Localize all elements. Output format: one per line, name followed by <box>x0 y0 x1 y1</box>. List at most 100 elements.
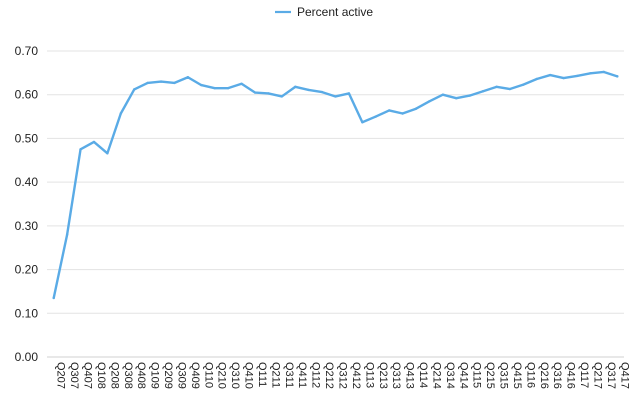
data-point <box>294 85 297 89</box>
data-point <box>65 233 69 236</box>
x-tick-label: Q310 <box>229 362 241 389</box>
data-point <box>92 140 96 144</box>
x-tick-label: Q308 <box>122 362 134 389</box>
x-tick-label: Q408 <box>135 362 147 389</box>
x-tick-label: Q112 <box>310 362 322 388</box>
data-point <box>347 92 351 95</box>
y-tick-label: 0.10 <box>15 306 39 320</box>
data-point <box>548 73 552 77</box>
x-tick-label: Q117 <box>578 362 590 388</box>
data-point <box>52 296 55 300</box>
y-axis-ticks: 0.00 0.10 0.20 0.30 0.40 0.50 0.60 0.70 <box>15 44 39 364</box>
x-tick-label: Q116 <box>524 362 536 388</box>
data-point <box>240 82 243 85</box>
x-tick-label: Q114 <box>417 362 429 388</box>
y-tick-label: 0.40 <box>15 175 39 189</box>
x-tick-label: Q417 <box>618 362 630 389</box>
data-point <box>374 115 377 118</box>
data-point <box>159 80 163 83</box>
data-point <box>387 109 391 112</box>
data-point <box>213 86 216 90</box>
data-point <box>535 77 538 81</box>
data-point <box>307 88 310 92</box>
x-tick-label: Q312 <box>337 362 349 389</box>
x-tick-label: Q314 <box>444 362 456 389</box>
data-point <box>616 75 619 78</box>
data-point <box>575 74 579 78</box>
x-tick-label: Q407 <box>82 362 94 389</box>
x-tick-label: Q315 <box>498 362 510 389</box>
data-point <box>119 112 123 115</box>
x-tick-label: Q410 <box>243 362 255 389</box>
series-group <box>52 70 619 300</box>
series-line-percent-active <box>52 70 619 300</box>
x-tick-label: Q317 <box>605 362 617 389</box>
data-point <box>441 93 445 96</box>
x-tick-label: Q209 <box>162 362 174 389</box>
x-tick-label: Q208 <box>108 362 120 389</box>
y-tick-label: 0.70 <box>15 44 39 58</box>
x-tick-label: Q409 <box>189 362 201 389</box>
x-tick-label: Q108 <box>95 362 107 389</box>
data-point <box>508 87 512 91</box>
x-tick-label: Q216 <box>538 362 550 389</box>
x-tick-label: Q307 <box>68 362 80 389</box>
y-tick-label: 0.60 <box>15 88 39 102</box>
x-tick-label: Q211 <box>269 362 281 388</box>
y-tick-label: 0.30 <box>15 219 39 233</box>
data-point <box>106 152 109 155</box>
data-point <box>589 72 592 75</box>
data-point <box>133 88 136 91</box>
data-point <box>481 90 485 93</box>
y-tick-label: 0.50 <box>15 131 39 145</box>
data-point <box>428 100 431 103</box>
x-tick-label: Q412 <box>350 362 362 389</box>
x-tick-label: Q217 <box>591 362 603 389</box>
x-tick-label: Q311 <box>283 362 295 388</box>
x-tick-label: Q411 <box>296 362 308 388</box>
gridlines <box>47 50 624 358</box>
data-point <box>468 94 471 97</box>
data-point <box>562 76 565 80</box>
x-tick-label: Q313 <box>390 362 402 389</box>
legend: Percent active <box>275 5 373 19</box>
data-point <box>267 92 270 95</box>
data-point <box>226 86 230 90</box>
x-tick-label: Q113 <box>363 362 375 388</box>
data-point <box>602 70 606 74</box>
data-point <box>186 76 190 79</box>
x-tick-label: Q109 <box>149 362 161 389</box>
x-tick-label: Q213 <box>377 362 389 389</box>
x-tick-label: Q414 <box>457 362 469 389</box>
data-point <box>401 112 404 115</box>
x-tick-label: Q309 <box>175 362 187 389</box>
x-tick-label: Q207 <box>55 362 67 389</box>
x-tick-label: Q416 <box>565 362 577 389</box>
y-tick-label: 0.00 <box>15 350 39 364</box>
data-point <box>253 91 257 94</box>
x-tick-label: Q212 <box>323 362 335 389</box>
x-tick-label: Q413 <box>404 362 416 389</box>
data-point <box>200 83 203 87</box>
data-point <box>361 121 364 124</box>
data-point <box>522 83 525 86</box>
data-point <box>414 107 418 110</box>
data-point <box>173 81 176 85</box>
data-point <box>280 95 284 98</box>
y-tick-label: 0.20 <box>15 263 39 277</box>
x-tick-label: Q316 <box>551 362 563 389</box>
x-tick-label: Q110 <box>202 362 214 388</box>
legend-label: Percent active <box>297 5 373 19</box>
x-tick-label: Q210 <box>216 362 228 389</box>
x-tick-label: Q115 <box>471 362 483 388</box>
data-point <box>334 95 337 98</box>
x-tick-label: Q214 <box>430 362 442 389</box>
data-point <box>79 148 82 151</box>
data-point <box>495 85 498 89</box>
data-point <box>320 90 324 94</box>
x-tick-label: Q415 <box>511 362 523 389</box>
x-tick-label: Q215 <box>484 362 496 389</box>
x-axis-ticks: Q207 Q307 Q407 Q108 Q208 Q308 Q408 Q109 Q209 Q309… <box>55 362 631 389</box>
